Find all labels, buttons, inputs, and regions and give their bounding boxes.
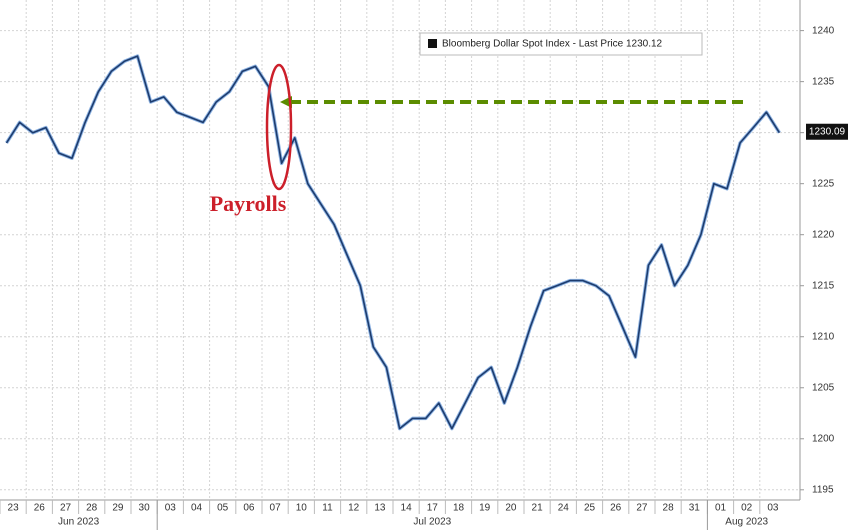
x-tick-label: 26 <box>610 503 622 514</box>
y-tick-label: 1205 <box>812 382 835 393</box>
x-group-label: Aug 2023 <box>725 517 768 528</box>
x-tick-label: 02 <box>741 503 753 514</box>
y-tick-label: 1225 <box>812 178 835 189</box>
y-tick-label: 1195 <box>812 484 834 495</box>
x-tick-label: 28 <box>86 503 98 514</box>
legend-label: Bloomberg Dollar Spot Index - Last Price… <box>442 39 663 50</box>
x-tick-label: 11 <box>322 503 333 514</box>
x-tick-label: 23 <box>8 503 20 514</box>
x-tick-label: 30 <box>139 503 151 514</box>
x-tick-label: 29 <box>112 503 124 514</box>
x-group-label: Jul 2023 <box>413 517 451 528</box>
x-tick-label: 25 <box>584 503 596 514</box>
x-tick-label: 24 <box>558 503 570 514</box>
x-tick-label: 18 <box>453 503 465 514</box>
x-tick-label: 12 <box>348 503 360 514</box>
y-tick-label: 1235 <box>812 76 835 87</box>
x-tick-label: 03 <box>165 503 177 514</box>
x-group-label: Jun 2023 <box>58 517 100 528</box>
x-tick-label: 10 <box>296 503 308 514</box>
y-tick-label: 1220 <box>812 229 835 240</box>
x-tick-label: 28 <box>663 503 675 514</box>
x-tick-label: 07 <box>270 503 282 514</box>
x-tick-label: 31 <box>689 503 701 514</box>
last-value-label: 1230.09 <box>809 126 846 137</box>
legend-box <box>419 32 703 56</box>
x-tick-label: 13 <box>374 503 386 514</box>
x-tick-label: 06 <box>243 503 255 514</box>
y-tick-label: 1210 <box>812 331 835 342</box>
x-tick-label: 27 <box>636 503 648 514</box>
x-tick-label: 26 <box>34 503 46 514</box>
y-tick-label: 1215 <box>812 280 835 291</box>
x-tick-label: 05 <box>217 503 229 514</box>
x-tick-label: 03 <box>767 503 779 514</box>
series-line <box>5 55 781 430</box>
last-value-box <box>806 123 848 140</box>
x-tick-label: 19 <box>479 503 491 514</box>
y-tick-label: 1240 <box>812 25 835 36</box>
annotation-label: Payrolls <box>210 191 287 216</box>
y-tick-label: 1200 <box>812 433 835 444</box>
x-tick-label: 14 <box>401 503 413 514</box>
x-tick-label: 27 <box>60 503 72 514</box>
x-tick-label: 01 <box>715 503 727 514</box>
annotation-ellipse <box>265 63 293 191</box>
x-tick-label: 04 <box>191 503 203 514</box>
x-tick-label: 21 <box>532 503 544 514</box>
x-tick-label: 20 <box>505 503 517 514</box>
legend-swatch <box>428 39 437 48</box>
x-tick-label: 17 <box>427 503 439 514</box>
